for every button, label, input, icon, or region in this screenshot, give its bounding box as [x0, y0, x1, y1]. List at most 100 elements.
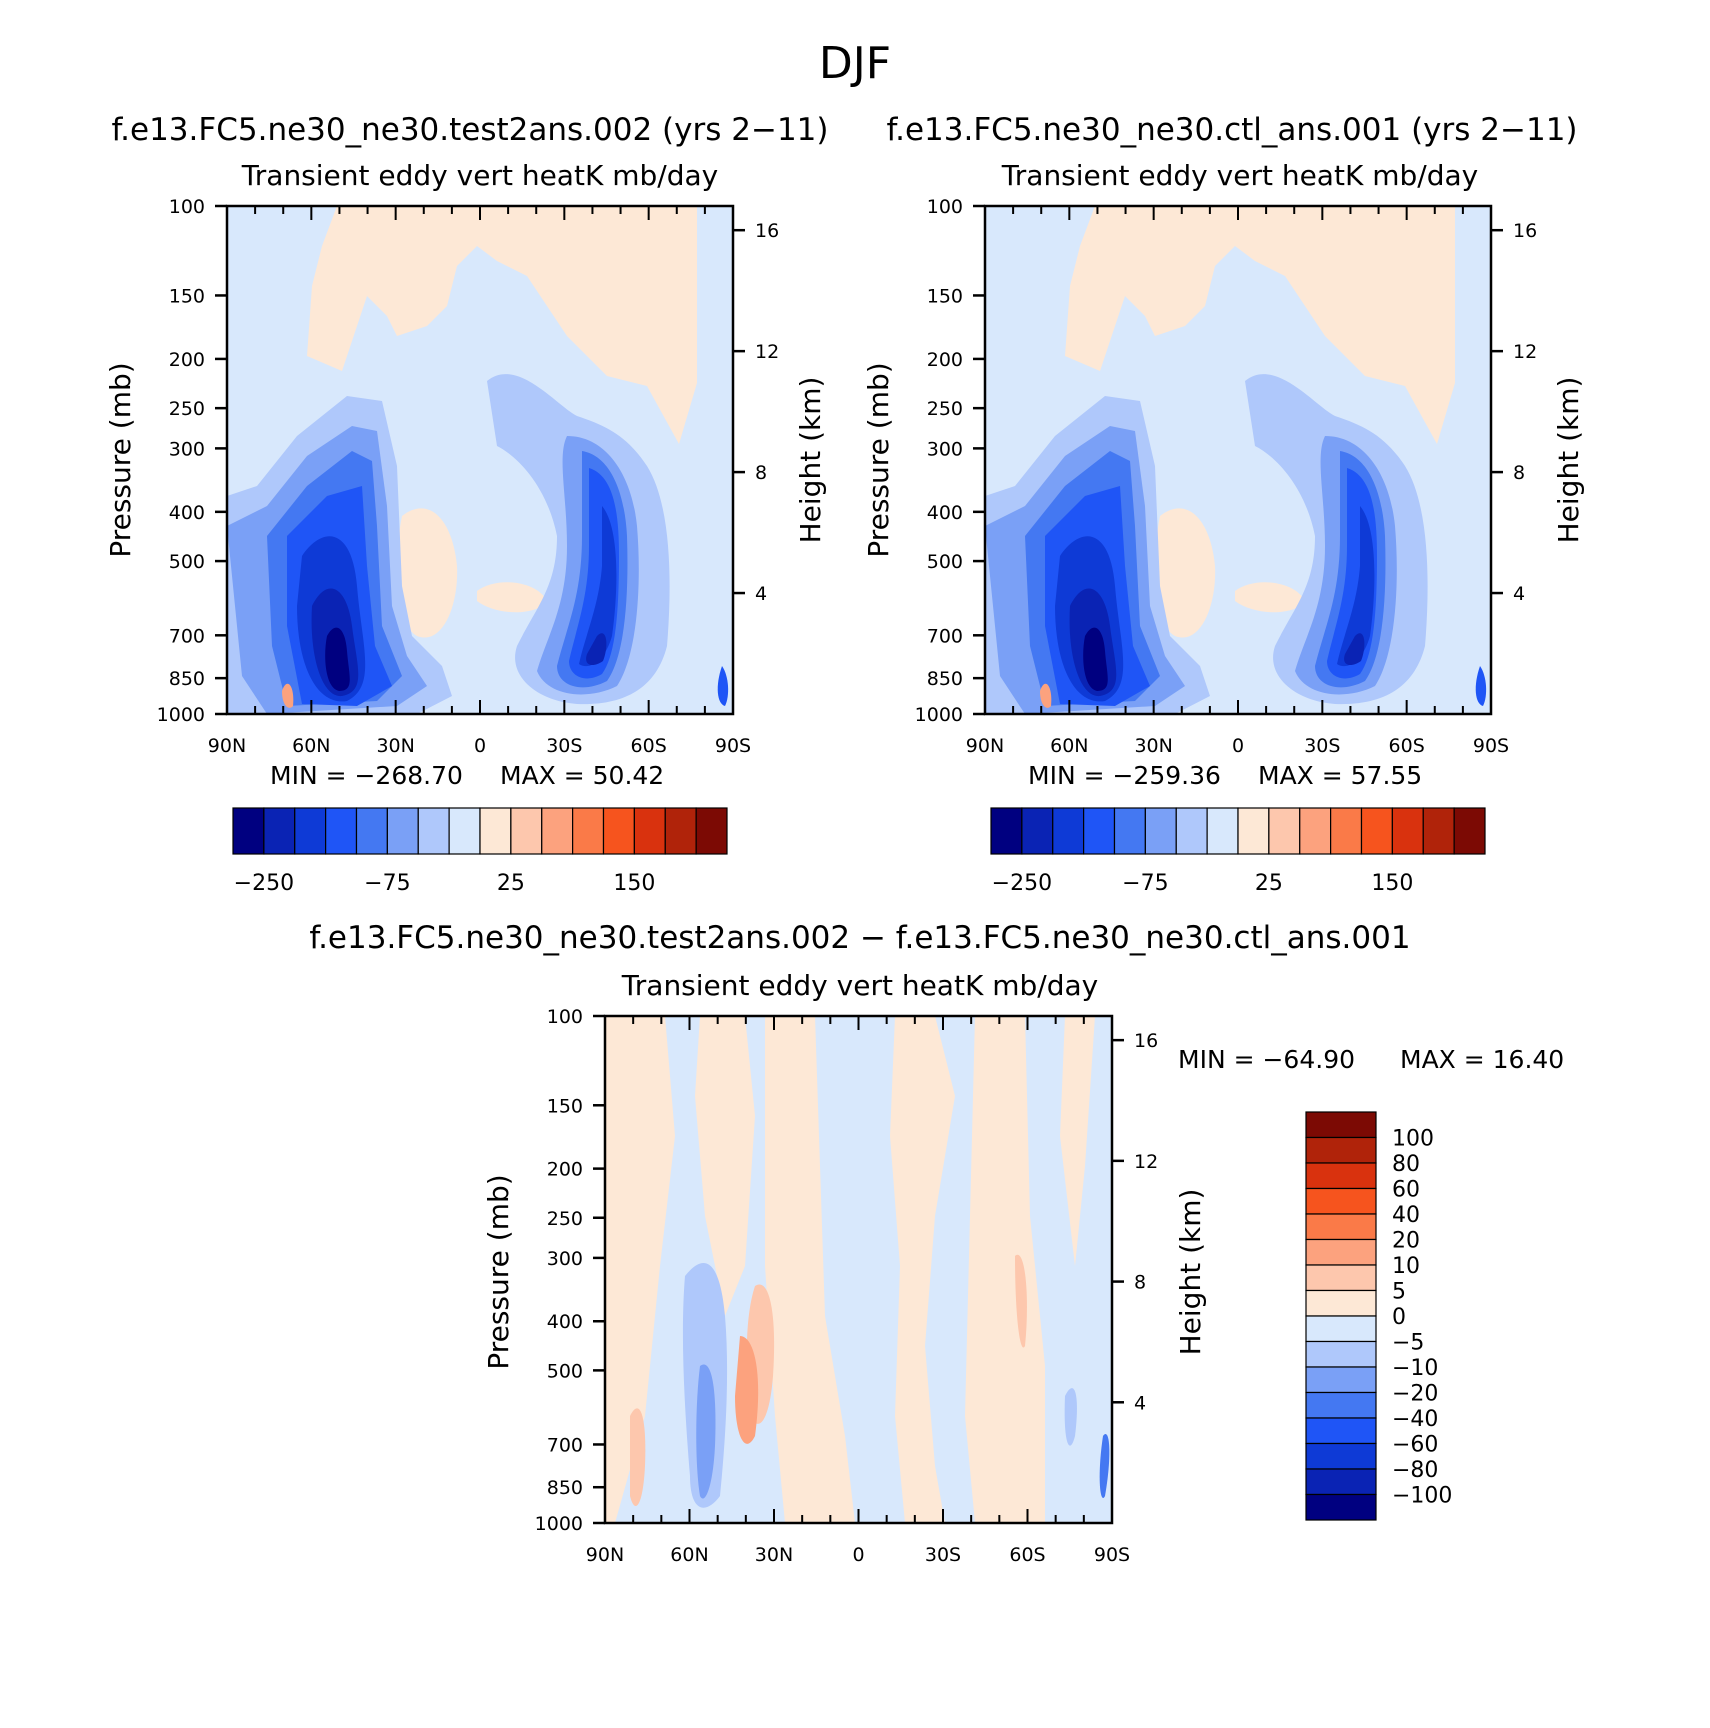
colorbar-swatch — [448, 807, 481, 855]
y2-tick-label: 12 — [1134, 1151, 1158, 1173]
colorbar-swatch — [1453, 807, 1486, 855]
y2-tick-label: 8 — [1513, 462, 1525, 484]
y-tick-label: 300 — [169, 438, 205, 460]
x-tick-label: 0 — [474, 735, 486, 757]
contour-negative — [579, 506, 617, 667]
y-tick-label: 100 — [547, 1006, 583, 1028]
contour-positive — [605, 1016, 675, 1523]
contour-positive — [1235, 582, 1305, 613]
x-tick-label: 0 — [1232, 735, 1244, 757]
colorbar-label: −100 — [1392, 1484, 1452, 1509]
y-tick-label: 400 — [547, 1311, 583, 1333]
colorbar: −250 −75 25 150 — [232, 807, 728, 896]
colorbar-swatch — [664, 807, 697, 855]
colorbar-swatch — [1305, 1238, 1377, 1266]
colorbar-label: 25 — [497, 871, 525, 896]
contour-negative — [1475, 666, 1487, 706]
y-tick-label: 250 — [169, 398, 205, 420]
panel-title: f.e13.FC5.ne30_ne30.ctl_ans.001 (yrs 2−1… — [886, 112, 1577, 148]
colorbar-swatch — [1305, 1493, 1377, 1521]
y-ticks: 100 150 200 250 300 400 500 700 850 1000 4 8 12 16 — [157, 196, 780, 726]
x-tick-label: 30N — [755, 1544, 793, 1566]
colorbar-label: −250 — [234, 871, 294, 896]
contour-negative — [1064, 1388, 1077, 1446]
y-tick-label: 500 — [169, 551, 205, 573]
colorbar-swatch — [1391, 807, 1424, 855]
contour-positive — [630, 1408, 646, 1506]
colorbar-swatch — [1299, 807, 1332, 855]
colorbar-swatch — [355, 807, 388, 855]
colorbar-swatch — [1206, 807, 1239, 855]
y-tick-label: 150 — [547, 1095, 583, 1117]
contour-positive — [695, 1016, 755, 1316]
colorbar-swatch — [1305, 1289, 1377, 1317]
y-tick-label: 100 — [169, 196, 205, 218]
contour-positive — [965, 1016, 1045, 1523]
contour-negative — [696, 1364, 716, 1499]
contour-shapes-a — [227, 206, 733, 714]
contour-negative — [586, 633, 607, 666]
contour-shapes-c — [605, 1016, 1112, 1523]
colorbar-label: −80 — [1392, 1458, 1438, 1483]
colorbar-label: −250 — [992, 871, 1052, 896]
colorbar-swatch — [1305, 1417, 1377, 1445]
x-ticks: 90N 60N 30N 0 30S 60S 90S — [966, 206, 1509, 757]
y-tick-label: 850 — [927, 668, 963, 690]
colorbar-label: −40 — [1392, 1407, 1438, 1432]
y-tick-label: 400 — [927, 502, 963, 524]
colorbar-swatch — [479, 807, 512, 855]
contour-negative — [717, 666, 729, 706]
y2-tick-label: 8 — [1134, 1272, 1146, 1294]
colorbar-label: 150 — [613, 871, 655, 896]
colorbar-label: −10 — [1392, 1356, 1438, 1381]
x-tick-label: 90S — [1094, 1544, 1130, 1566]
contour-positive — [890, 1016, 955, 1523]
contour-positive — [1060, 1016, 1095, 1266]
colorbar-swatch — [1144, 807, 1177, 855]
panel-subtitle: Transient eddy vert heatK mb/day — [241, 159, 718, 192]
y2-tick-label: 4 — [1513, 583, 1525, 605]
colorbar-swatch — [572, 807, 605, 855]
panel-subtitle: Transient eddy vert heatK mb/day — [621, 969, 1098, 1002]
panel-test: f.e13.FC5.ne30_ne30.test2ans.002 (yrs 2−… — [104, 112, 828, 896]
max-label: MAX = 16.40 — [1400, 1045, 1564, 1074]
colorbar-label: −75 — [1122, 871, 1168, 896]
colorbar-label: −20 — [1392, 1382, 1438, 1407]
panel-diff: f.e13.FC5.ne30_ne30.test2ans.002 − f.e13… — [309, 920, 1564, 1566]
y-tick-label: 150 — [169, 285, 205, 307]
contour-shapes-b — [985, 206, 1491, 714]
contour-negative — [1099, 1434, 1110, 1498]
colorbar-label: 60 — [1392, 1178, 1420, 1203]
x-tick-label: 90N — [586, 1544, 624, 1566]
y-tick-label: 400 — [169, 502, 205, 524]
colorbar-swatch — [1305, 1162, 1377, 1190]
contour-near-zero — [1455, 206, 1491, 486]
colorbar-swatch — [263, 807, 296, 855]
y-tick-label: 250 — [547, 1208, 583, 1230]
y-tick-label: 700 — [927, 625, 963, 647]
colorbar-swatch — [1305, 1213, 1377, 1241]
contour-field — [605, 1016, 1112, 1523]
colorbar-label: 5 — [1392, 1280, 1406, 1305]
x-tick-label: 90S — [1473, 735, 1509, 757]
contour-negative — [1337, 506, 1375, 667]
colorbar-swatch — [232, 807, 265, 855]
y-tick-label: 100 — [927, 196, 963, 218]
contour-negative — [1083, 627, 1108, 691]
x-tick-label: 60N — [1050, 735, 1088, 757]
contour-negative — [325, 627, 350, 691]
colorbar-swatch — [510, 807, 543, 855]
y-tick-label: 200 — [547, 1159, 583, 1181]
x-tick-label: 60S — [631, 735, 667, 757]
x-tick-label: 60N — [292, 735, 330, 757]
y2-tick-label: 12 — [1513, 341, 1537, 363]
contour-positive — [1155, 508, 1216, 638]
y-axis-label: Pressure (mb) — [482, 1174, 515, 1369]
y-tick-label: 700 — [169, 625, 205, 647]
colorbar-swatch — [633, 807, 666, 855]
colorbar-swatch — [1305, 1442, 1377, 1470]
x-ticks: 90N 60N 30N 0 30S 60S 90S — [208, 206, 751, 757]
colorbar-label: −75 — [364, 871, 410, 896]
colorbar-swatch — [1360, 807, 1393, 855]
